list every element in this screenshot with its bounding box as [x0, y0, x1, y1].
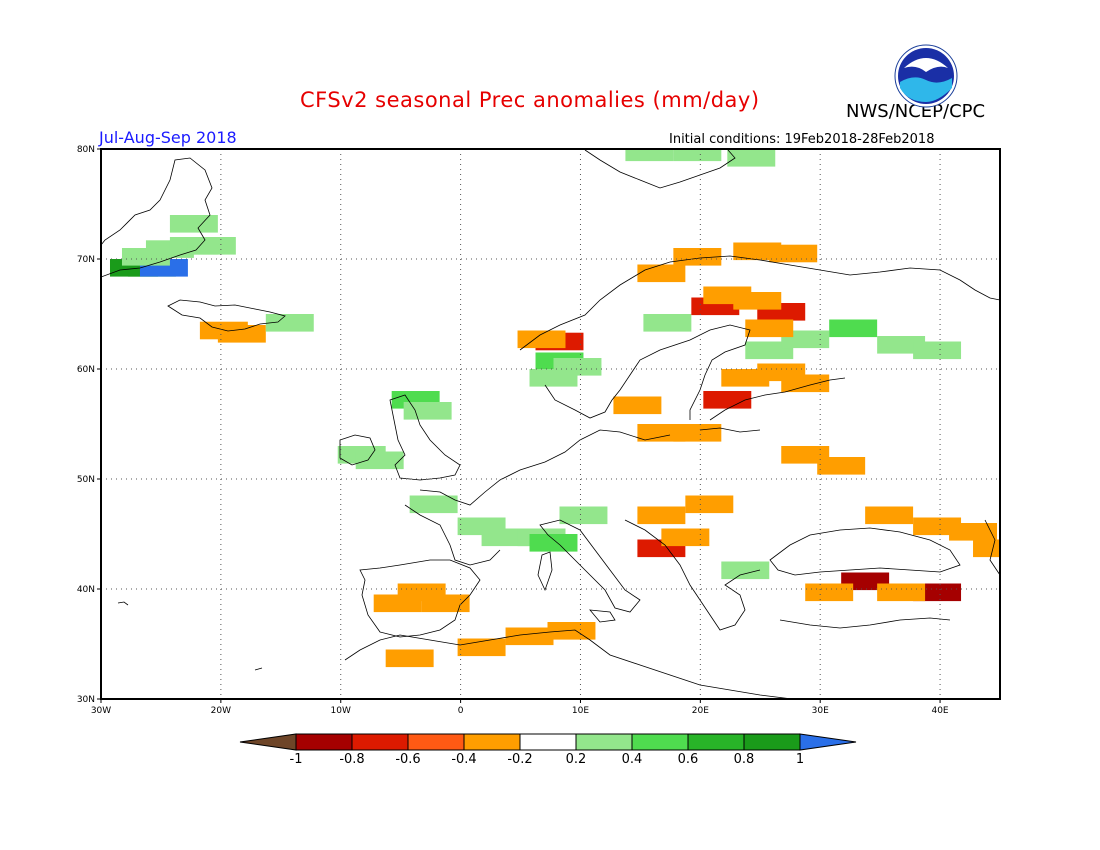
colorbar-label: 1 — [796, 752, 804, 767]
latitude-label: 80N — [77, 145, 95, 155]
anomaly-cell — [727, 149, 776, 167]
latitude-label: 60N — [77, 365, 95, 375]
anomaly-cell — [613, 396, 662, 415]
anomaly-cell — [265, 314, 314, 332]
anomaly-cell — [643, 314, 692, 332]
anomaly-cell — [421, 594, 470, 613]
longitude-label: 10W — [331, 706, 351, 716]
colorbar-left-arrow — [239, 733, 297, 751]
anomaly-cell — [769, 244, 818, 263]
anomaly-cell — [949, 523, 998, 541]
colorbar-label: 0.8 — [734, 752, 755, 767]
anomaly-cell — [457, 638, 506, 657]
anomaly-cell — [733, 292, 782, 310]
anomaly-cell — [481, 528, 530, 547]
longitude-label: 30E — [812, 706, 829, 716]
noaa-logo-icon — [894, 44, 958, 108]
anomaly-cell — [913, 583, 962, 602]
map-title: CFSv2 seasonal Prec anomalies (mm/day) — [300, 88, 760, 112]
coastlines — [101, 149, 1000, 699]
anomaly-cell — [355, 451, 404, 470]
longitude-label: 0 — [458, 706, 464, 716]
anomaly-cell — [661, 528, 710, 547]
anomaly-cell — [637, 264, 686, 283]
anomaly-cell — [217, 325, 266, 343]
forecast-period: Jul-Aug-Sep 2018 — [99, 128, 237, 147]
colorbar-label: 0.2 — [566, 752, 587, 767]
longitude-label: 20W — [211, 706, 231, 716]
colorbar-label: -0.8 — [339, 752, 364, 767]
anomaly-cell — [505, 627, 554, 646]
anomaly-cell — [721, 561, 770, 580]
anomaly-cell — [685, 495, 734, 514]
initial-conditions: Initial conditions: 19Feb2018-28Feb2018 — [669, 132, 935, 147]
anomaly-cell — [781, 374, 830, 393]
colorbar-segment — [519, 733, 577, 751]
anomaly-cell — [829, 319, 878, 338]
colorbar-label: 0.6 — [678, 752, 699, 767]
anomaly-cell — [745, 341, 794, 360]
colorbar-label: -0.4 — [451, 752, 476, 767]
anomaly-cell — [805, 583, 854, 602]
anomaly-cell — [385, 649, 434, 668]
colorbar-segment — [351, 733, 409, 751]
colorbar-segment — [463, 733, 521, 751]
anomaly-cell — [673, 248, 722, 266]
anomaly-cell — [529, 369, 578, 387]
anomaly-cells — [109, 149, 1000, 668]
anomaly-cell — [673, 424, 722, 442]
colorbar-segment — [743, 733, 801, 751]
colorbar-label: 0.4 — [622, 752, 643, 767]
anomaly-cell — [973, 539, 1000, 558]
colorbar-segment — [631, 733, 689, 751]
anomaly-cell — [169, 215, 218, 233]
agency-label: NWS/NCEP/CPC — [846, 101, 986, 122]
anomaly-cell — [637, 424, 686, 442]
longitude-label: 30W — [91, 706, 111, 716]
anomaly-cell — [529, 534, 578, 552]
colorbar-right-arrow — [799, 733, 857, 751]
anomaly-cell — [817, 457, 866, 475]
anomaly-cell — [187, 237, 236, 255]
colorbar-label: -0.6 — [395, 752, 420, 767]
anomaly-cell — [865, 506, 914, 525]
longitude-label: 40E — [931, 706, 948, 716]
graticule — [101, 149, 1000, 699]
latitude-label: 50N — [77, 475, 95, 485]
anomaly-cell — [547, 622, 596, 640]
latitude-label: 70N — [77, 255, 95, 265]
anomaly-cell — [637, 506, 686, 525]
anomaly-cell — [673, 149, 722, 162]
map-frame — [100, 148, 1001, 700]
anomaly-cell — [745, 319, 794, 338]
longitude-label: 10E — [572, 706, 589, 716]
colorbar-segment — [575, 733, 633, 751]
colorbar-label: -1 — [290, 752, 303, 767]
anomaly-cell — [517, 330, 566, 349]
colorbar-segment — [407, 733, 465, 751]
colorbar-segment — [295, 733, 353, 751]
anomaly-cell — [877, 583, 926, 602]
colorbar-segment — [687, 733, 745, 751]
anomaly-cell — [409, 495, 458, 514]
anomaly-cell — [403, 402, 452, 420]
longitude-label: 20E — [692, 706, 709, 716]
anomaly-cell — [559, 506, 608, 525]
anomaly-cell — [703, 391, 752, 409]
anomaly-cell — [625, 149, 674, 162]
latitude-label: 40N — [77, 585, 95, 595]
anomaly-cell — [913, 341, 962, 360]
colorbar: -1 -0.8 -0.6 -0.4 -0.2 0.2 0.4 0.6 0.8 1 — [239, 733, 857, 767]
colorbar-label: -0.2 — [507, 752, 532, 767]
latitude-label: 30N — [77, 695, 95, 705]
